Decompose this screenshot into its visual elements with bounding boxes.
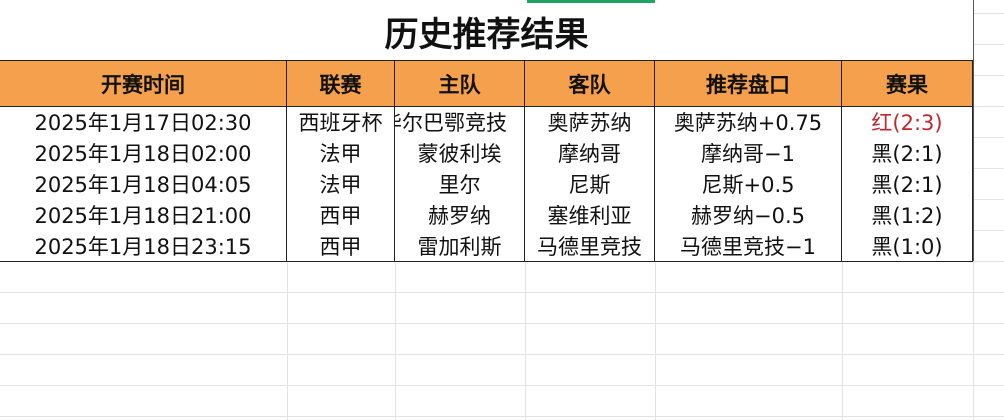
table-cell[interactable]: 2025年1月18日21:00 [0,199,287,230]
table-cell[interactable]: 摩纳哥 [525,137,655,168]
table-cell[interactable]: 塞维利亚 [525,199,655,230]
table-cell[interactable]: 马德里竞技−1 [655,230,842,261]
header-cell[interactable]: 推荐盘口 [655,61,842,106]
header-cell[interactable]: 客队 [525,61,655,106]
table-cell[interactable]: 马德里竞技 [525,230,655,261]
gridline [287,261,288,420]
header-cell[interactable]: 主队 [395,61,525,106]
column-selection-indicator [527,0,655,3]
gridline [842,261,843,420]
gridline [973,261,974,420]
table-cell[interactable]: 赫罗纳 [395,199,525,230]
header-cell[interactable]: 联赛 [287,61,395,106]
table-cell[interactable]: 奥萨苏纳+0.75 [655,107,842,137]
table-cell[interactable]: 奥萨苏纳 [525,107,655,137]
table-cell[interactable]: 2025年1月17日02:30 [0,107,287,137]
table-cell[interactable]: 法甲 [287,137,395,168]
table-cell[interactable]: 毕尔巴鄂竞技 [395,107,525,137]
sheet-title[interactable]: 历史推荐结果 [0,3,974,60]
table-cell[interactable]: 黑(1:0) [842,230,973,261]
table-row: 2025年1月18日04:05 法甲 里尔 尼斯 尼斯+0.5 黑(2:1) [0,168,973,200]
table-row: 2025年1月18日21:00 西甲 赫罗纳 塞维利亚 赫罗纳−0.5 黑(1:2) [0,199,973,231]
table-cell[interactable]: 黑(2:1) [842,137,973,168]
table-cell[interactable]: 尼斯 [525,168,655,199]
table-row: 2025年1月17日02:30西班牙杯毕尔巴鄂竞技奥萨苏纳奥萨苏纳+0.75红(… [0,107,973,138]
table-cell[interactable]: 摩纳哥−1 [655,137,842,168]
table-cell[interactable]: 2025年1月18日23:15 [0,230,287,261]
table-row: 2025年1月18日02:00 法甲 蒙彼利埃 摩纳哥 摩纳哥−1 黑(2:1) [0,137,973,169]
table-cell[interactable]: 里尔 [395,168,525,199]
table-cell[interactable]: 2025年1月18日02:00 [0,137,287,168]
table-cell[interactable]: 西甲 [287,199,395,230]
table-cell[interactable]: 红(2:3) [842,107,973,137]
table-row: 2025年1月18日23:15 西甲 雷加利斯 马德里竞技 马德里竞技−1 黑(1:0) [0,230,973,262]
table-cell[interactable]: 黑(2:1) [842,168,973,199]
table-cell[interactable]: 西甲 [287,230,395,261]
table-cell[interactable]: 赫罗纳−0.5 [655,199,842,230]
gridline [655,261,656,420]
gridline [525,261,526,420]
header-row: 开赛时间 联赛 主队 客队 推荐盘口 赛果 [0,60,973,108]
header-cell[interactable]: 开赛时间 [0,61,287,106]
table-cell[interactable]: 蒙彼利埃 [395,137,525,168]
table-cell[interactable]: 尼斯+0.5 [655,168,842,199]
header-cell[interactable]: 赛果 [842,61,973,106]
table-cell[interactable]: 黑(1:2) [842,199,973,230]
border [973,0,974,261]
table-cell[interactable]: 雷加利斯 [395,230,525,261]
table-cell[interactable]: 2025年1月18日04:05 [0,168,287,199]
table-cell[interactable]: 法甲 [287,168,395,199]
table-cell[interactable]: 西班牙杯 [287,107,395,137]
gridline [395,261,396,420]
